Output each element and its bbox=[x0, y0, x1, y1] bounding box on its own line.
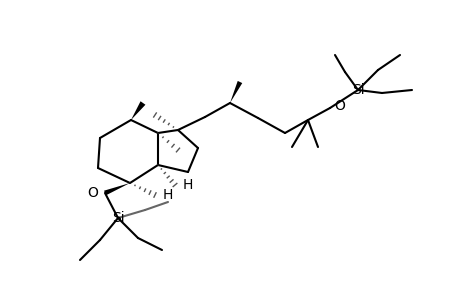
Polygon shape bbox=[104, 183, 130, 195]
Polygon shape bbox=[230, 81, 242, 103]
Text: Si: Si bbox=[112, 211, 124, 225]
Text: Si: Si bbox=[351, 83, 364, 97]
Text: H: H bbox=[162, 188, 173, 202]
Text: O: O bbox=[87, 186, 98, 200]
Text: H: H bbox=[183, 178, 193, 192]
Text: O: O bbox=[333, 99, 344, 113]
Polygon shape bbox=[131, 101, 145, 120]
